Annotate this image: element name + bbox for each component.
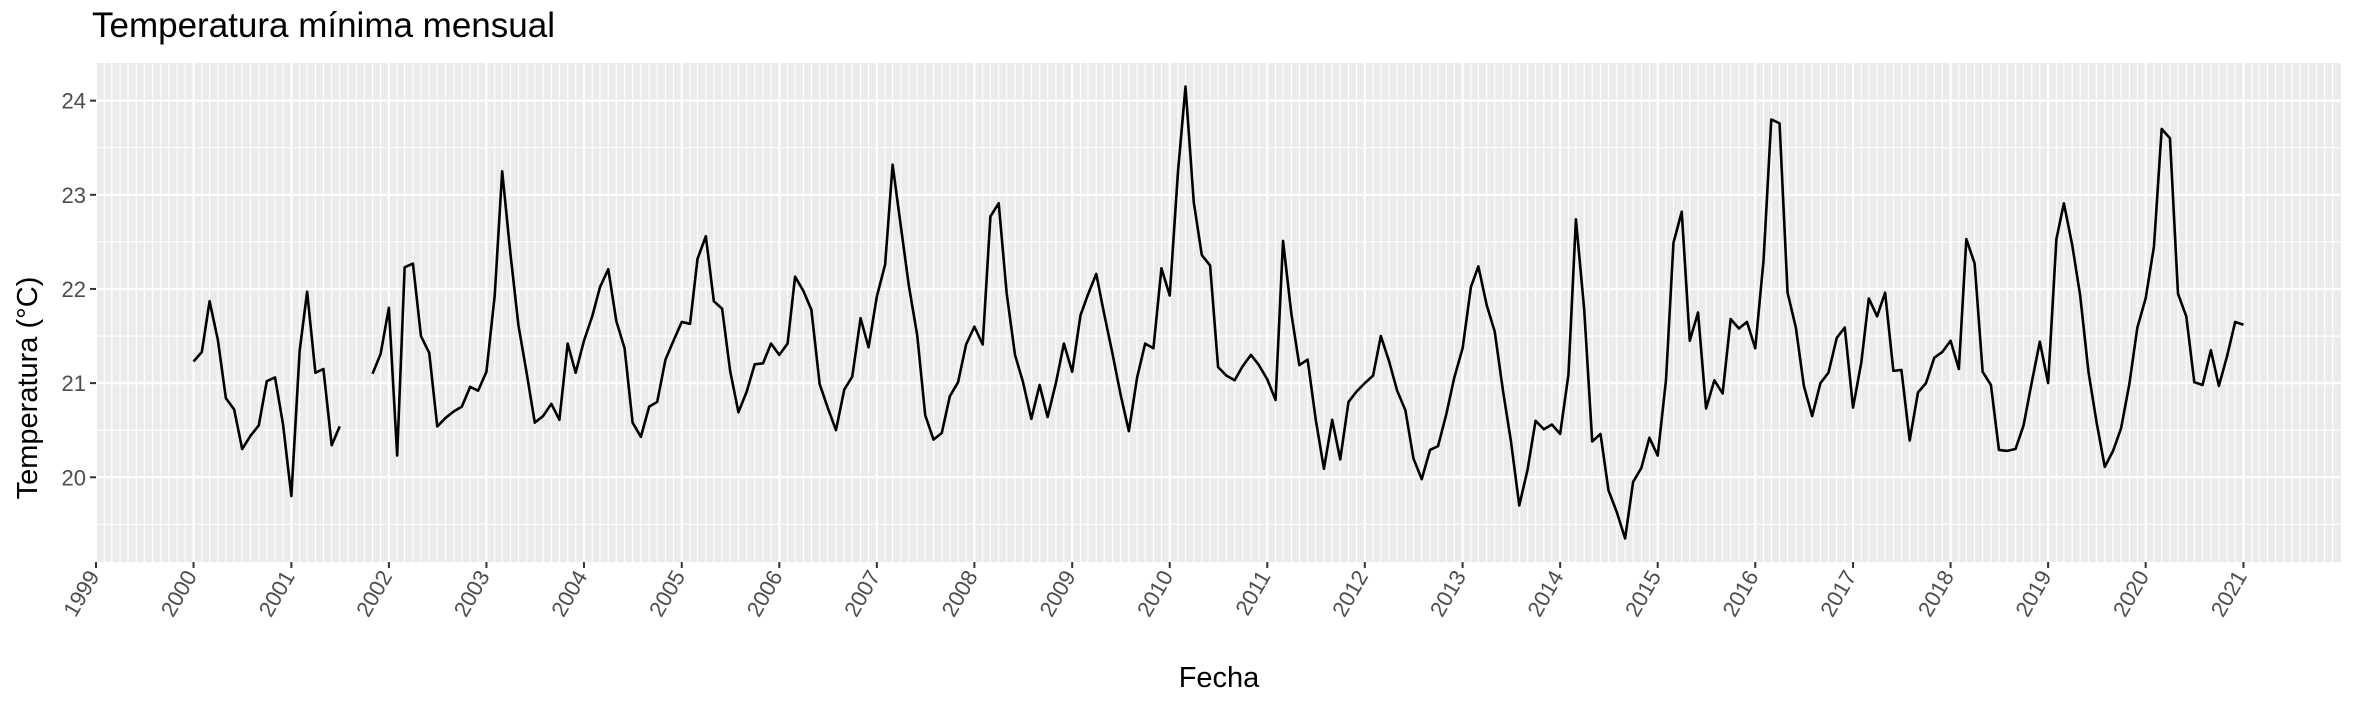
x-tick-label: 2003	[449, 566, 495, 621]
x-tick-label: 2011	[1230, 566, 1275, 619]
x-tick-label: 2021	[2206, 566, 2252, 621]
x-tick-label: 2012	[1327, 566, 1373, 621]
x-tick-label: 2006	[742, 566, 788, 621]
x-tick-label: 2018	[1913, 566, 1959, 621]
x-tick-label: 2009	[1034, 566, 1080, 621]
major-grid	[94, 63, 2341, 562]
y-tick-label: 21	[62, 371, 86, 396]
x-tick-label: 2020	[2108, 566, 2154, 621]
x-tick-label: 2001	[254, 566, 300, 621]
y-axis-title: Temperatura (°C)	[12, 277, 44, 500]
x-tick-label: 2002	[351, 566, 397, 621]
y-tick-label: 20	[62, 465, 86, 490]
y-tick-label: 24	[62, 89, 86, 114]
x-tick-label: 2004	[546, 566, 592, 621]
x-tick-label: 2019	[2010, 566, 2056, 621]
x-tick-label: 2005	[644, 566, 690, 621]
series-layer	[192, 85, 2244, 540]
series-line	[192, 85, 2244, 540]
chart-title: Temperatura mínima mensual	[92, 6, 555, 45]
minor-grid	[96, 63, 2341, 562]
x-axis-title: Fecha	[1179, 662, 1260, 694]
x-tick-label: 2017	[1815, 566, 1861, 621]
x-tick-label: 2007	[839, 566, 885, 621]
x-tick-label: 2013	[1425, 566, 1471, 621]
x-tick-label: 2008	[937, 566, 983, 621]
y-tick-label: 22	[62, 277, 86, 302]
x-tick-label: 2000	[156, 566, 202, 621]
x-tick-label: 1999	[58, 566, 104, 621]
x-tick-label: 2014	[1522, 566, 1568, 621]
x-tick-label: 2010	[1132, 566, 1178, 621]
x-tick-label: 2015	[1620, 566, 1666, 621]
y-tick-label: 23	[62, 183, 86, 208]
x-tick-label: 2016	[1717, 566, 1763, 621]
